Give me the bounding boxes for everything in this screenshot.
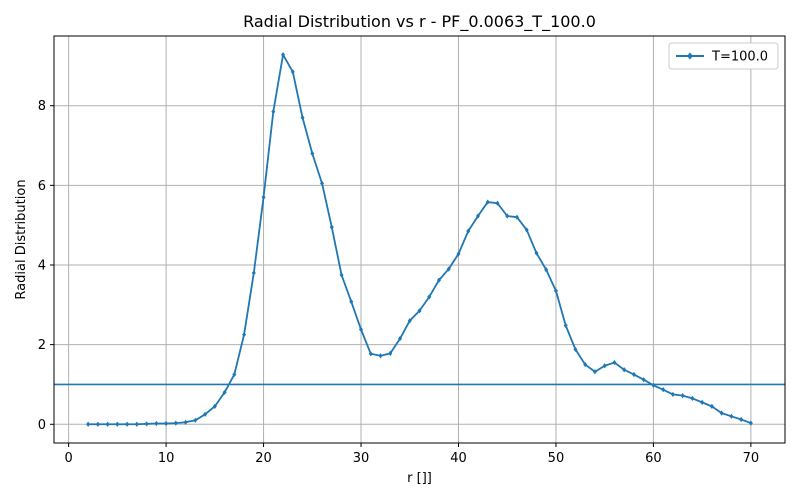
data-point bbox=[505, 213, 510, 219]
data-point bbox=[612, 359, 617, 366]
data-point bbox=[524, 227, 529, 233]
data-point bbox=[446, 266, 451, 272]
x-axis-label: r []] bbox=[407, 471, 432, 486]
data-point bbox=[164, 420, 169, 427]
y-axis-label: Radial Distribution bbox=[14, 179, 29, 299]
data-point bbox=[105, 421, 110, 427]
x-tick-label: 40 bbox=[450, 451, 467, 466]
x-tick-label: 10 bbox=[158, 451, 175, 466]
data-point bbox=[271, 109, 276, 115]
plot-frame bbox=[53, 35, 786, 444]
data-point bbox=[748, 420, 753, 426]
x-tick-label: 0 bbox=[64, 451, 72, 466]
data-point bbox=[729, 413, 734, 419]
data-point bbox=[690, 395, 695, 401]
data-point bbox=[495, 200, 500, 206]
data-point bbox=[670, 391, 675, 398]
chart-title: Radial Distribution vs r - PF_0.0063_T_1… bbox=[243, 12, 596, 32]
data-point bbox=[222, 389, 227, 396]
data-point bbox=[359, 326, 364, 333]
data-point bbox=[378, 353, 383, 359]
data-point bbox=[631, 371, 636, 378]
data-point bbox=[407, 318, 412, 324]
series-layer bbox=[86, 52, 753, 427]
legend-box bbox=[668, 42, 779, 70]
data-point bbox=[573, 346, 578, 353]
data-point bbox=[436, 277, 441, 283]
x-axis-ticks: 0 10 20 30 40 50 60 70 bbox=[64, 443, 759, 466]
data-point bbox=[583, 361, 588, 368]
y-tick-label: 8 bbox=[38, 99, 46, 114]
data-point bbox=[242, 332, 247, 338]
x-tick-label: 50 bbox=[548, 451, 565, 466]
data-point bbox=[134, 421, 139, 427]
data-point bbox=[563, 322, 568, 329]
legend-label: T=100.0 bbox=[711, 50, 768, 65]
data-point bbox=[232, 371, 237, 378]
data-point bbox=[514, 214, 519, 220]
data-point bbox=[388, 350, 393, 356]
data-point bbox=[86, 421, 91, 427]
data-point bbox=[680, 393, 685, 399]
data-point bbox=[125, 421, 130, 427]
legend: T=100.0 bbox=[668, 42, 779, 70]
data-point bbox=[417, 308, 422, 314]
y-tick-label: 2 bbox=[38, 338, 46, 353]
data-point bbox=[739, 416, 744, 423]
data-point bbox=[339, 272, 344, 278]
data-point bbox=[398, 336, 403, 342]
data-point bbox=[456, 251, 461, 257]
data-point bbox=[427, 294, 432, 300]
data-point bbox=[212, 403, 217, 409]
data-point bbox=[281, 52, 286, 58]
data-point bbox=[544, 267, 549, 273]
data-point bbox=[310, 150, 315, 157]
x-tick-label: 70 bbox=[743, 451, 760, 466]
y-axis-ticks: 0 2 4 6 8 bbox=[38, 99, 54, 433]
data-point bbox=[320, 180, 325, 186]
data-point bbox=[183, 419, 188, 425]
data-point bbox=[144, 421, 149, 427]
data-point bbox=[290, 69, 295, 75]
data-point bbox=[300, 115, 305, 121]
y-tick-label: 6 bbox=[38, 179, 46, 194]
data-point bbox=[261, 194, 266, 200]
data-point bbox=[475, 213, 480, 219]
data-point bbox=[592, 369, 597, 375]
data-point bbox=[602, 363, 607, 369]
data-point bbox=[95, 421, 100, 427]
data-point bbox=[641, 377, 646, 383]
y-tick-label: 0 bbox=[38, 418, 46, 433]
data-point bbox=[719, 410, 724, 416]
data-point bbox=[251, 270, 256, 276]
legend-marker-swatch bbox=[687, 52, 693, 60]
y-tick-label: 4 bbox=[38, 258, 46, 273]
data-point bbox=[485, 199, 490, 205]
data-point bbox=[329, 224, 334, 230]
x-tick-label: 60 bbox=[645, 451, 662, 466]
data-point bbox=[534, 250, 539, 256]
data-point bbox=[622, 367, 627, 373]
data-point bbox=[700, 399, 705, 405]
data-point bbox=[203, 411, 208, 417]
data-point bbox=[115, 421, 120, 427]
x-tick-label: 20 bbox=[255, 451, 272, 466]
data-point bbox=[553, 288, 558, 294]
data-point bbox=[368, 351, 373, 357]
data-point bbox=[661, 387, 666, 393]
data-point bbox=[466, 228, 471, 234]
data-point bbox=[349, 299, 354, 305]
data-point bbox=[709, 403, 714, 409]
data-point bbox=[193, 417, 198, 423]
data-point bbox=[173, 420, 178, 426]
data-point bbox=[651, 382, 656, 388]
x-tick-label: 30 bbox=[353, 451, 370, 466]
data-point bbox=[154, 420, 159, 427]
